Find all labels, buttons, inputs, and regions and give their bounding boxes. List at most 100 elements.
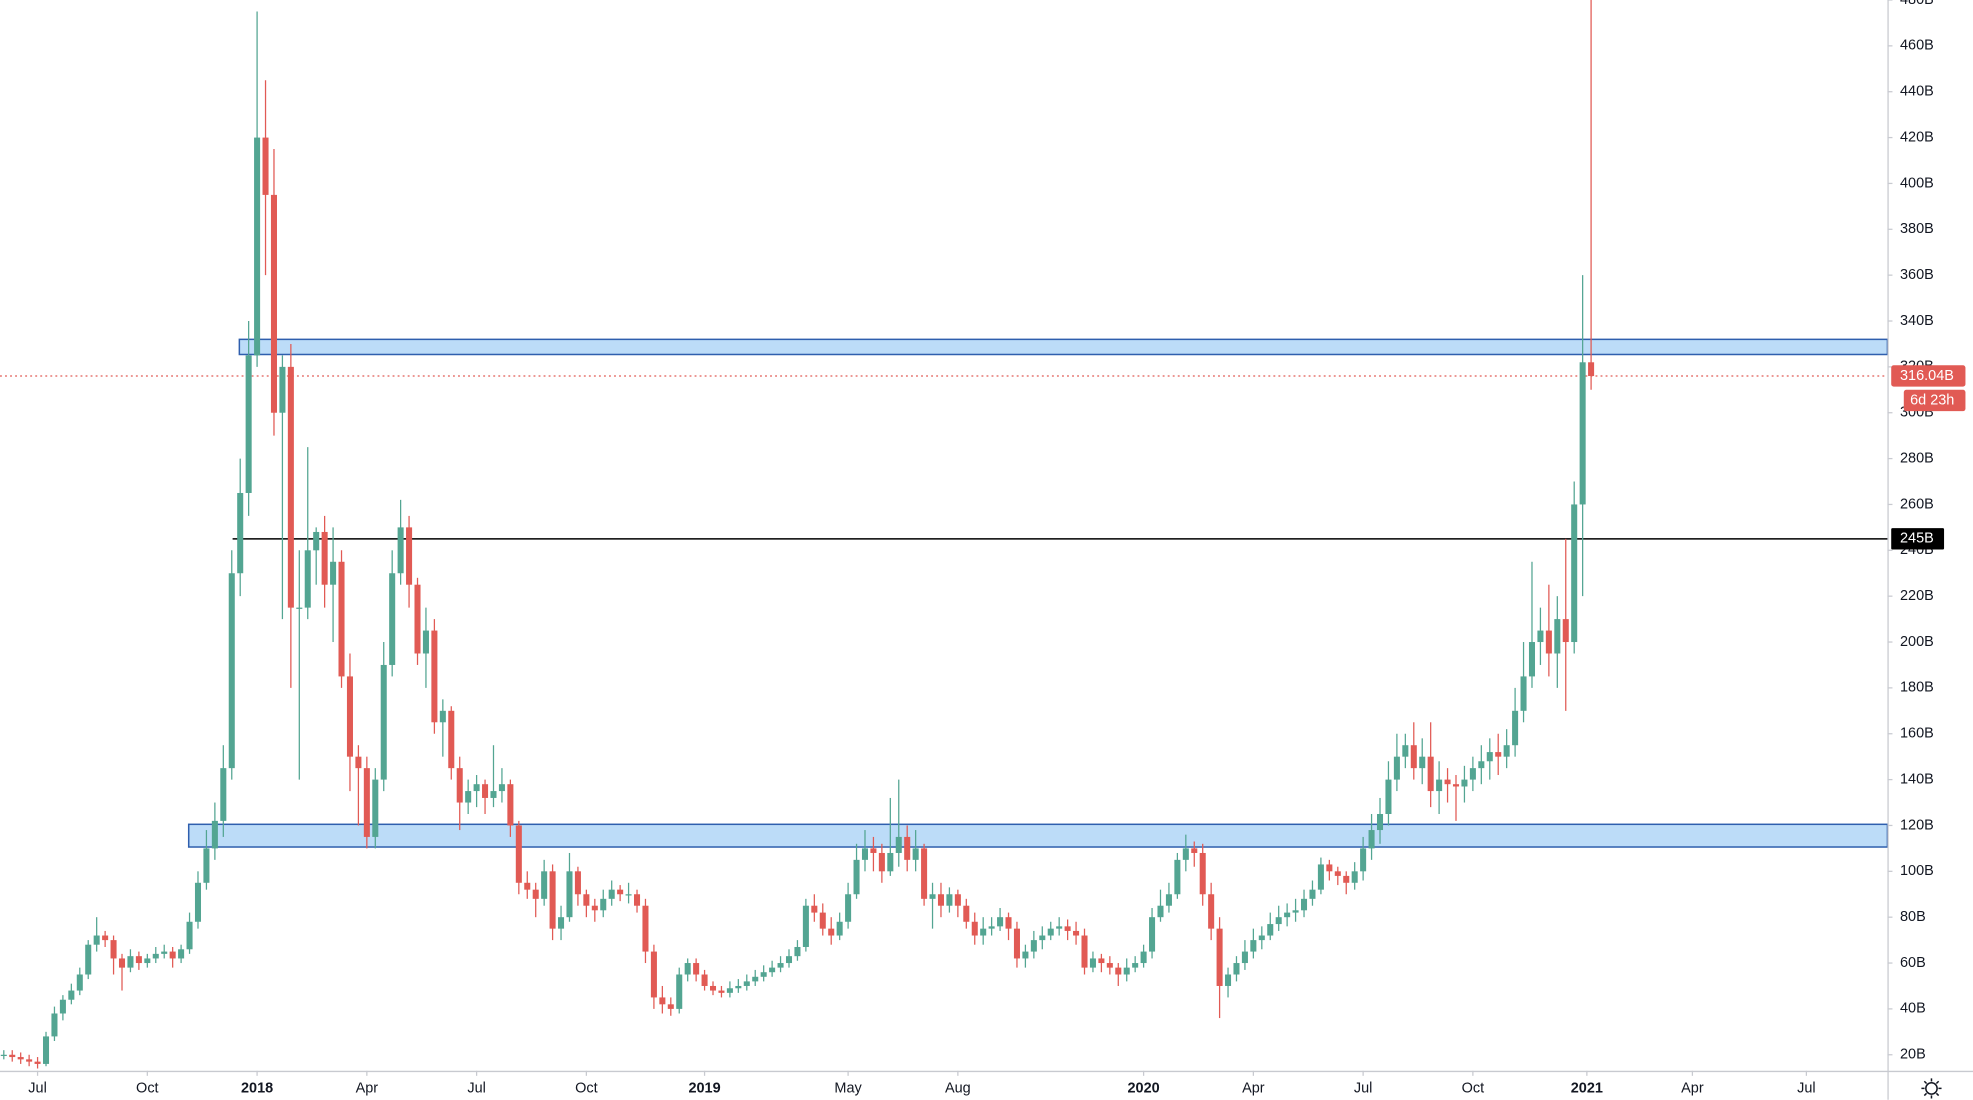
candle-body <box>245 355 252 493</box>
candle-body <box>921 848 928 899</box>
candle-body <box>709 985 717 991</box>
candle-body <box>76 974 83 991</box>
candle-body <box>937 894 944 906</box>
candle-body <box>1512 710 1519 746</box>
candle-body <box>1545 630 1552 654</box>
x-tick-label: 2020 <box>1128 1080 1160 1096</box>
candle-body <box>625 894 632 896</box>
candle-body <box>845 894 852 922</box>
candle-body <box>777 963 784 968</box>
candle-body <box>1039 935 1046 941</box>
candle-body <box>372 779 379 837</box>
candle-body <box>1528 642 1536 677</box>
y-tick-label: 200B <box>1900 634 1934 650</box>
candle-body <box>186 921 193 950</box>
candle-body <box>431 630 438 723</box>
candle-body <box>912 848 919 860</box>
candle-body <box>515 825 522 883</box>
candle-body <box>1385 779 1392 814</box>
candle-body <box>591 905 598 911</box>
candle-body <box>1216 928 1223 986</box>
candle-body <box>279 366 286 413</box>
candle-body <box>355 756 362 769</box>
x-tick-label: Oct <box>1462 1080 1485 1096</box>
candle-body <box>895 836 902 853</box>
candle-body <box>760 972 767 977</box>
y-tick-label: 440B <box>1900 84 1934 100</box>
x-tick-label: 2019 <box>688 1080 720 1096</box>
candle-body <box>1486 752 1493 762</box>
level-label: 245B <box>1900 531 1934 547</box>
candle-body <box>1267 924 1274 936</box>
candle-body <box>507 784 514 826</box>
candle-body <box>549 871 556 929</box>
candle-body <box>1225 974 1232 986</box>
countdown-label: 6d 23h <box>1910 392 1954 408</box>
x-tick-label: 2021 <box>1571 1080 1603 1096</box>
candle-body <box>228 573 235 769</box>
x-tick-label: Jul <box>467 1080 485 1096</box>
y-tick-label: 160B <box>1900 726 1934 742</box>
candle-body <box>1376 813 1384 831</box>
candle-body <box>794 946 801 957</box>
candle-body <box>473 784 480 792</box>
candle-body <box>1351 871 1358 883</box>
candle-body <box>608 889 615 899</box>
candle-body <box>642 905 649 952</box>
candle-body <box>929 894 936 899</box>
candle-body <box>1013 928 1020 959</box>
candle-body <box>161 951 168 954</box>
candle-body <box>752 976 759 982</box>
candle-body <box>1140 951 1147 964</box>
candle-body <box>954 894 961 906</box>
x-tick-label: 2018 <box>241 1080 273 1096</box>
candle-body <box>110 940 117 959</box>
candle-body <box>414 584 421 654</box>
candle-body <box>1469 768 1476 780</box>
settings-icon[interactable] <box>1921 1078 1942 1099</box>
candle-body <box>1005 917 1012 929</box>
candle-body <box>870 848 877 853</box>
candle-body <box>1436 779 1443 792</box>
y-tick-label: 60B <box>1900 955 1926 971</box>
candle-body <box>1360 848 1367 872</box>
candle-body <box>270 194 277 413</box>
candle-body <box>178 949 185 959</box>
candle-body <box>406 527 413 585</box>
y-tick-label: 420B <box>1900 129 1934 145</box>
countdown-box <box>1903 389 1966 412</box>
candle-body <box>861 848 869 860</box>
candle-body <box>363 768 370 837</box>
candle-body <box>1165 894 1172 906</box>
candle-body <box>997 917 1004 927</box>
candle-body <box>802 905 809 947</box>
y-tick-label: 140B <box>1900 771 1934 787</box>
candle-body <box>144 958 151 964</box>
candle-body <box>684 963 691 975</box>
y-tick-label: 480B <box>1900 0 1934 8</box>
candle-body <box>1368 830 1375 849</box>
candle-body <box>220 768 227 821</box>
candle-body <box>650 951 657 998</box>
candle-body <box>811 905 818 913</box>
candle-body <box>1073 930 1080 936</box>
candle-body <box>321 531 328 585</box>
candle-body <box>1191 848 1198 853</box>
candle-body <box>135 956 142 964</box>
x-tick-label: Jul <box>1797 1080 1816 1096</box>
y-tick-label: 20B <box>1900 1047 1926 1063</box>
candle-body <box>1301 898 1308 911</box>
candle-body <box>26 1059 33 1062</box>
candle-body <box>1098 958 1105 964</box>
candle-body <box>1022 951 1029 959</box>
candle-body <box>904 836 911 860</box>
candle-body <box>42 1036 50 1064</box>
candle-body <box>1089 958 1096 968</box>
candle-body <box>1250 940 1257 952</box>
candle-body <box>980 928 987 936</box>
candle-body <box>1030 940 1037 952</box>
candle-body <box>313 531 320 551</box>
candle-body <box>397 527 404 574</box>
